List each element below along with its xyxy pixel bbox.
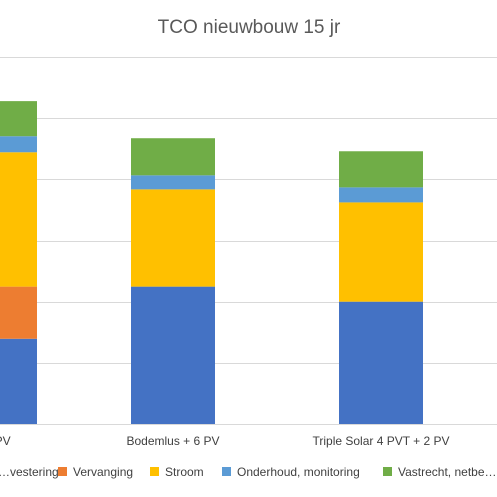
- legend: …vestering Vervanging Stroom Onderhoud, mon…: [0, 465, 497, 479]
- legend-label: Vervanging: [73, 465, 133, 479]
- legend-label: Stroom: [165, 465, 204, 479]
- category-labels: … PV Bodemlus + 6 PV Triple Solar 4 PVT + …: [0, 434, 450, 448]
- legend-swatch: [58, 467, 67, 476]
- bar-segment: [339, 301, 423, 424]
- chart-title: TCO nieuwbouw 15 jr: [158, 17, 341, 38]
- gridlines: [0, 57, 497, 425]
- bar-segment: [0, 101, 37, 137]
- legend-swatch: [222, 467, 231, 476]
- bar-segment: [131, 189, 215, 287]
- bar-segment: [0, 152, 37, 287]
- bar-segment: [339, 202, 423, 302]
- bar-segment: [0, 338, 37, 424]
- bar-segment: [131, 138, 215, 176]
- legend-label: …vestering: [0, 465, 59, 479]
- category-label: … PV: [0, 434, 11, 448]
- bar-segment: [0, 286, 37, 339]
- bars: [0, 101, 423, 424]
- bar-segment: [0, 136, 37, 153]
- bar-segment: [131, 175, 215, 190]
- category-label: Triple Solar 4 PVT + 2 PV: [312, 434, 449, 448]
- legend-swatch: [383, 467, 392, 476]
- legend-label: Vastrecht, netbe…: [398, 465, 497, 479]
- legend-swatch: [150, 467, 159, 476]
- category-label: Bodemlus + 6 PV: [126, 434, 219, 448]
- bar-segment: [339, 187, 423, 203]
- legend-label: Onderhoud, monitoring: [237, 465, 360, 479]
- bar-segment: [339, 151, 423, 188]
- bar-segment: [131, 286, 215, 424]
